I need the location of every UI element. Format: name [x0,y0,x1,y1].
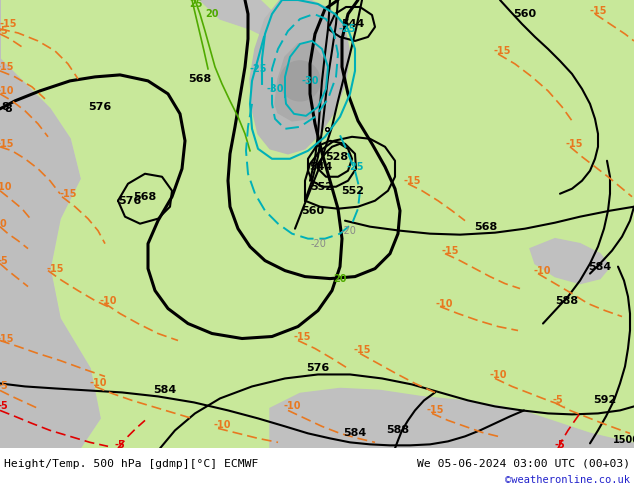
Text: -15: -15 [566,139,583,149]
Text: 8: 8 [1,102,9,112]
Text: 552: 552 [342,186,365,196]
Text: 584: 584 [153,386,177,395]
Text: -10: -10 [489,370,507,380]
Polygon shape [0,0,100,448]
Text: 576: 576 [88,102,112,112]
Text: -5: -5 [115,441,126,450]
Circle shape [280,61,320,101]
Text: -15: -15 [353,345,371,355]
Text: 544: 544 [309,162,333,172]
Text: -5: -5 [555,441,566,450]
Text: 568: 568 [188,74,212,84]
Text: -30: -30 [266,84,284,94]
Text: 20: 20 [205,9,219,19]
Text: -10: -10 [436,298,453,309]
Text: 8: 8 [4,104,12,114]
Text: 584: 584 [588,262,612,271]
Text: -15: -15 [493,46,511,56]
Text: -30: -30 [301,76,319,86]
Polygon shape [0,0,100,448]
Text: 576: 576 [119,196,141,206]
Polygon shape [275,44,326,121]
Text: -15: -15 [0,139,14,149]
Text: -5: -5 [0,381,8,392]
Text: -5: -5 [0,26,8,36]
Text: -15: -15 [0,62,14,72]
Text: We 05-06-2024 03:00 UTC (00+03): We 05-06-2024 03:00 UTC (00+03) [417,459,630,469]
Polygon shape [200,0,280,39]
Polygon shape [270,389,634,448]
Text: -20: -20 [340,226,356,236]
Text: -10: -10 [0,86,14,96]
Text: 568: 568 [133,192,157,202]
Text: 528: 528 [325,152,349,162]
Text: Height/Temp. 500 hPa [gdmp][°C] ECMWF: Height/Temp. 500 hPa [gdmp][°C] ECMWF [4,459,259,469]
Polygon shape [250,0,350,154]
Text: -10: -10 [89,378,107,389]
Text: -15: -15 [59,189,77,199]
Text: -15: -15 [426,405,444,416]
Text: 0: 0 [0,219,6,229]
Text: 568: 568 [474,221,498,232]
Text: -10: -10 [213,420,231,430]
Text: -25: -25 [249,64,267,74]
Text: -15: -15 [0,334,14,343]
Text: -10: -10 [100,295,117,306]
Text: -5: -5 [0,256,8,266]
Text: -20: -20 [310,239,326,248]
Text: -15: -15 [403,176,421,186]
Text: 588: 588 [555,295,579,306]
Text: -15: -15 [0,19,16,29]
Text: 584: 584 [344,428,366,439]
Text: -15: -15 [46,264,64,273]
Text: -15: -15 [294,332,311,342]
Text: 25: 25 [190,0,203,9]
Text: 588: 588 [387,425,410,436]
Text: 552: 552 [311,182,333,192]
Text: 560: 560 [514,9,536,19]
Text: -25: -25 [346,162,364,172]
Text: 576: 576 [306,364,330,373]
Text: -10: -10 [283,401,301,412]
Text: -10: -10 [533,266,551,275]
Text: 544: 544 [341,19,365,29]
Polygon shape [530,239,610,284]
Text: -15: -15 [441,245,459,256]
Text: 560: 560 [301,206,325,216]
Text: -5: -5 [553,395,564,405]
Text: -15: -15 [589,6,607,16]
Text: -25: -25 [339,24,356,34]
Text: 592: 592 [593,395,617,405]
Text: -10: -10 [0,182,12,192]
Text: -5: -5 [0,401,8,412]
Text: ©weatheronline.co.uk: ©weatheronline.co.uk [505,475,630,485]
Text: 20: 20 [333,273,347,284]
Text: 1500: 1500 [612,435,634,445]
